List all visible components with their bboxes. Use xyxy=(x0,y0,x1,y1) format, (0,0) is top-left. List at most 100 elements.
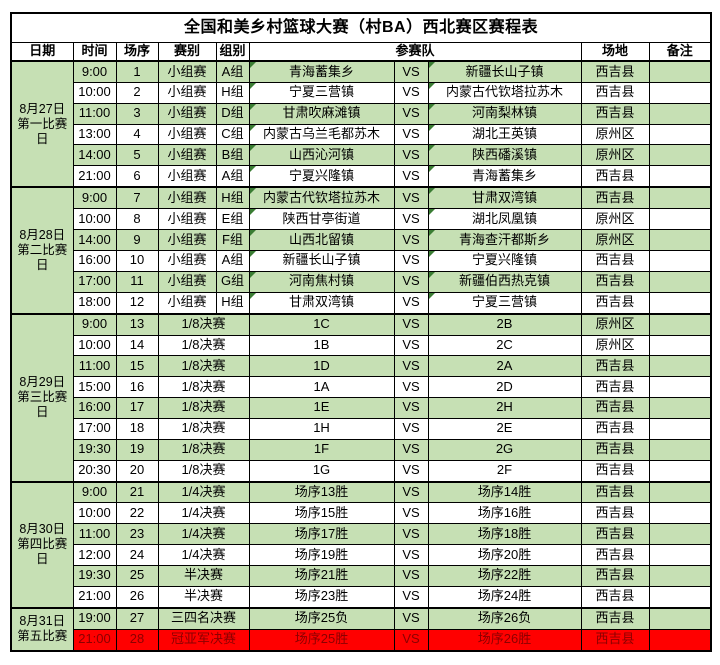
team1-cell: 场序17胜 xyxy=(248,523,395,546)
group-cell: C组 xyxy=(215,123,250,146)
schedule-row: 8月31日第五比赛 19:00 27 三四名决赛 场序25负 VS 场序26负 西吉县 xyxy=(10,606,712,652)
vs-label: VS xyxy=(393,291,429,315)
schedule-row: 14:00 5 小组赛 B组 山西沁河镇 VS 陕西磻溪镇 原州区 xyxy=(11,144,712,167)
group-cell: A组 xyxy=(215,165,250,188)
notes-cell xyxy=(648,229,712,251)
team2-cell: 宁夏兴隆镇 xyxy=(427,249,582,272)
time-cell: 17:00 xyxy=(72,270,117,293)
schedule-row: 10:00 8 小组赛 E组 陕西甘亭街道 VS 湖北凤凰镇 原州区 xyxy=(11,208,712,231)
match-no-cell: 13 xyxy=(115,312,159,336)
round-cell: 1/4决赛 xyxy=(157,502,250,525)
team1-cell: 陕西甘亭街道 xyxy=(248,208,395,231)
team2-cell: 2E xyxy=(427,417,582,440)
match-no-cell: 14 xyxy=(115,334,159,357)
venue-cell: 西吉县 xyxy=(580,523,650,546)
notes-cell xyxy=(648,186,712,210)
schedule-row: 21:00 6 小组赛 A组 宁夏兴隆镇 VS 青海蓄集乡 西吉县 xyxy=(11,165,712,188)
match-no-cell: 5 xyxy=(115,144,159,167)
round-cell: 小组赛 xyxy=(157,123,217,146)
team2-cell: 场序20胜 xyxy=(427,544,582,566)
time-cell: 14:00 xyxy=(72,144,117,167)
team2-cell: 场序18胜 xyxy=(427,523,582,546)
venue-cell: 原州区 xyxy=(580,312,650,336)
group-cell: H组 xyxy=(215,81,250,104)
venue-cell: 西吉县 xyxy=(580,165,650,188)
notes-cell xyxy=(648,355,712,378)
match-no-cell: 23 xyxy=(115,523,159,546)
team2-cell: 场序22胜 xyxy=(427,564,582,587)
notes-cell xyxy=(648,165,712,188)
schedule-row: 8月28日第二比赛日 9:00 7 小组赛 H组 内蒙古代钦塔拉苏木 VS 甘肃双湾镇 西吉县 xyxy=(10,186,712,315)
vs-label: VS xyxy=(393,438,429,461)
time-cell: 21:00 xyxy=(72,628,117,652)
match-no-cell: 16 xyxy=(115,376,159,399)
notes-cell xyxy=(648,59,712,83)
match-no-cell: 19 xyxy=(115,438,159,461)
team2-cell: 宁夏三营镇 xyxy=(427,291,582,315)
match-no-cell: 18 xyxy=(115,417,159,440)
schedule-row: 11:00 15 1/8决赛 1D VS 2A 西吉县 xyxy=(11,355,712,378)
schedule-row: 13:00 4 小组赛 C组 内蒙古乌兰毛都苏木 VS 湖北王英镇 原州区 xyxy=(11,123,712,146)
vs-label: VS xyxy=(393,312,429,336)
notes-cell xyxy=(648,523,712,546)
time-cell: 15:00 xyxy=(72,376,117,399)
round-cell: 1/8决赛 xyxy=(157,312,250,336)
round-cell: 小组赛 xyxy=(157,229,217,251)
group-cell: H组 xyxy=(215,291,250,315)
notes-cell xyxy=(648,544,712,566)
notes-cell xyxy=(648,438,712,461)
round-cell: 小组赛 xyxy=(157,144,217,167)
round-cell: 1/8决赛 xyxy=(157,397,250,419)
time-cell: 17:00 xyxy=(72,417,117,440)
notes-cell xyxy=(648,81,712,104)
date-cell: 8月29日第三比赛日 xyxy=(10,312,74,482)
venue-cell: 西吉县 xyxy=(580,480,650,504)
team1-cell: 1A xyxy=(248,376,395,399)
notes-cell xyxy=(648,606,712,630)
team2-cell: 2A xyxy=(427,355,582,378)
round-cell: 小组赛 xyxy=(157,186,217,210)
team1-cell: 宁夏三营镇 xyxy=(248,81,395,104)
team2-cell: 场序14胜 xyxy=(427,480,582,504)
match-no-cell: 4 xyxy=(115,123,159,146)
header-date: 日期 xyxy=(10,42,74,62)
vs-label: VS xyxy=(393,144,429,167)
notes-cell xyxy=(648,376,712,399)
vs-label: VS xyxy=(393,523,429,546)
venue-cell: 西吉县 xyxy=(580,544,650,566)
venue-cell: 西吉县 xyxy=(580,291,650,315)
schedule-row: 8月30日第四比赛日 9:00 21 1/4决赛 场序13胜 VS 场序14胜 西吉县 xyxy=(10,480,712,609)
team1-cell: 场序25负 xyxy=(248,606,395,630)
round-cell: 1/8决赛 xyxy=(157,438,250,461)
notes-cell xyxy=(648,502,712,525)
team1-cell: 1E xyxy=(248,397,395,419)
venue-cell: 原州区 xyxy=(580,229,650,251)
round-cell: 1/4决赛 xyxy=(157,544,250,566)
match-no-cell: 15 xyxy=(115,355,159,378)
team1-cell: 1H xyxy=(248,417,395,440)
team1-cell: 内蒙古乌兰毛都苏木 xyxy=(248,123,395,146)
team1-cell: 内蒙古代钦塔拉苏木 xyxy=(248,186,395,210)
schedule-row: 20:30 20 1/8决赛 1G VS 2F 西吉县 xyxy=(11,459,712,483)
vs-label: VS xyxy=(393,59,429,83)
team1-cell: 宁夏兴隆镇 xyxy=(248,165,395,188)
team1-cell: 场序23胜 xyxy=(248,585,395,609)
team1-cell: 河南焦村镇 xyxy=(248,270,395,293)
venue-cell: 西吉县 xyxy=(580,376,650,399)
venue-cell: 西吉县 xyxy=(580,102,650,125)
time-cell: 19:00 xyxy=(72,606,117,630)
time-cell: 10:00 xyxy=(72,208,117,231)
round-cell: 小组赛 xyxy=(157,59,217,83)
time-cell: 10:00 xyxy=(72,334,117,357)
group-cell: E组 xyxy=(215,208,250,231)
schedule-row: 18:00 12 小组赛 H组 甘肃双湾镇 VS 宁夏三营镇 西吉县 xyxy=(11,291,712,315)
notes-cell xyxy=(648,249,712,272)
schedule-row: 14:00 9 小组赛 F组 山西北留镇 VS 青海查汗都斯乡 原州区 xyxy=(11,229,712,251)
match-no-cell: 10 xyxy=(115,249,159,272)
team2-cell: 2F xyxy=(427,459,582,483)
round-cell: 1/8决赛 xyxy=(157,355,250,378)
time-cell: 10:00 xyxy=(72,81,117,104)
schedule-row: 19:30 19 1/8决赛 1F VS 2G 西吉县 xyxy=(11,438,712,461)
schedule-row: 12:00 24 1/4决赛 场序19胜 VS 场序20胜 西吉县 xyxy=(11,544,712,566)
